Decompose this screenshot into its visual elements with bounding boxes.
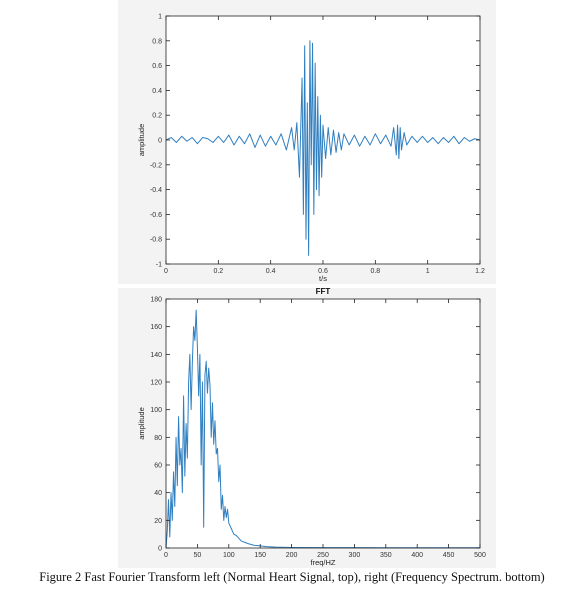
- fft-ytick-label: 20: [154, 518, 162, 525]
- signal-ytick-label: -0.8: [150, 237, 162, 244]
- fft-xtick-label: 200: [286, 552, 298, 559]
- signal-series-line-0: [165, 40, 481, 256]
- fft-xtick-label: 400: [411, 552, 423, 559]
- signal-ytick-label: -0.6: [150, 212, 162, 219]
- fft-ytick-label: 0: [158, 546, 162, 553]
- fft-plot-area: [166, 299, 480, 548]
- fft-xtick-label: 100: [223, 552, 235, 559]
- signal-xtick-label: 0.4: [266, 268, 276, 275]
- signal-ylabel: amplitude: [137, 124, 146, 157]
- signal-chart: 0 0.2 0.4 0.6 0.8 1 1.2 -1 -0.8 -0.6 -0.4 -0.2 0 0.2 0…: [137, 14, 485, 284]
- fft-chart: FFT 0 50 100 150 200 250 300 350 400 450 500 0 20 40 60…: [137, 288, 486, 567]
- fft-ytick-label: 140: [150, 352, 162, 359]
- signal-xtick-label: 0.2: [213, 268, 223, 275]
- fft-xtick-label: 300: [349, 552, 361, 559]
- signal-ytick-label: 0.8: [152, 38, 162, 45]
- fft-xtick-label: 250: [317, 552, 329, 559]
- signal-ytick-label: 0.2: [152, 113, 162, 120]
- fft-ytick-label: 60: [154, 463, 162, 470]
- signal-ytick-label: 1: [158, 14, 162, 21]
- fft-ytick-label: 120: [150, 380, 162, 387]
- fft-ytick-label: 80: [154, 435, 162, 442]
- fft-xtick-label: 350: [380, 552, 392, 559]
- signal-xtick-label: 0.6: [318, 268, 328, 275]
- signal-ytick-label: 0.4: [152, 88, 162, 95]
- signal-xtick-label: 1: [426, 268, 430, 275]
- signal-ytick-label: 0: [158, 138, 162, 145]
- signal-ytick-label: -0.4: [150, 187, 162, 194]
- fft-xlabel: freq/HZ: [310, 558, 335, 567]
- fft-xtick-label: 0: [164, 552, 168, 559]
- signal-figure: 0 0.2 0.4 0.6 0.8 1 1.2 -1 -0.8 -0.6 -0.4 -0.2 0 0.2 0…: [118, 0, 496, 284]
- fft-figure: FFT 0 50 100 150 200 250 300 350 400 450 500 0 20 40 60…: [118, 288, 496, 568]
- fft-xtick-label: 500: [474, 552, 486, 559]
- signal-xlabel: t/s: [319, 274, 327, 283]
- signal-xtick-label: 1.2: [475, 268, 485, 275]
- fft-xtick-label: 450: [443, 552, 455, 559]
- fft-series-line-0: [165, 309, 480, 549]
- figure-caption: Figure 2 Fast Fourier Transform left (No…: [39, 570, 545, 584]
- signal-ytick-label: -1: [156, 262, 162, 269]
- fft-title: FFT: [316, 288, 331, 296]
- signal-ytick-label: -0.2: [150, 162, 162, 169]
- fft-xtick-label: 150: [254, 552, 266, 559]
- fft-ytick-label: 180: [150, 297, 162, 304]
- fft-xtick-label: 50: [194, 552, 202, 559]
- signal-xtick-label: 0: [164, 268, 168, 275]
- fft-ytick-label: 100: [150, 407, 162, 414]
- fft-ylabel: amplitude: [137, 407, 146, 440]
- fft-ytick-label: 40: [154, 490, 162, 497]
- signal-ytick-label: 0.6: [152, 63, 162, 70]
- signal-xtick-label: 0.8: [370, 268, 380, 275]
- fft-ytick-label: 160: [150, 324, 162, 331]
